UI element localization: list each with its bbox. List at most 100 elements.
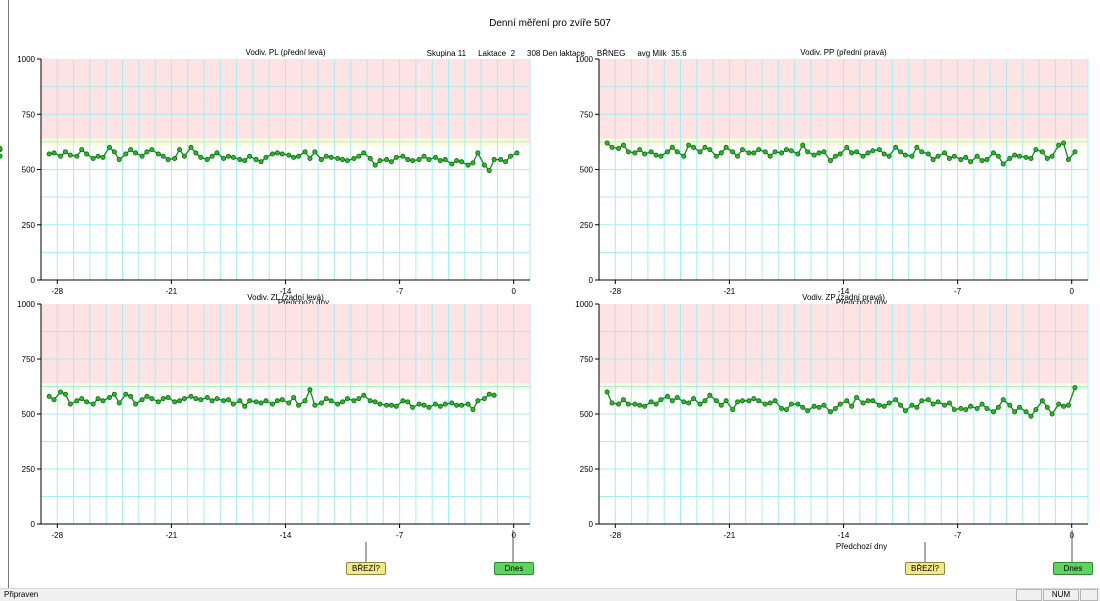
data-point (79, 396, 85, 402)
data-point (459, 402, 465, 408)
y-tick-label: 1000 (17, 300, 35, 309)
pregnancy-marker-badge-right[interactable]: BŘEZÍ? (905, 562, 945, 575)
data-point (340, 157, 346, 163)
data-point (449, 400, 455, 406)
data-point (225, 397, 231, 403)
data-point (805, 408, 811, 414)
data-point (990, 150, 996, 156)
data-point (237, 157, 243, 163)
data-point (925, 151, 931, 157)
data-point (377, 401, 383, 407)
y-tick-label: 0 (589, 520, 594, 529)
data-point (188, 144, 194, 150)
data-point (74, 398, 80, 404)
data-point (491, 157, 497, 163)
data-point (323, 396, 329, 402)
data-point (898, 402, 904, 408)
data-point (393, 154, 399, 160)
data-point (909, 402, 915, 408)
data-point (90, 401, 96, 407)
data-point (465, 162, 471, 168)
data-point (149, 396, 155, 402)
data-point (870, 398, 876, 404)
data-point (979, 401, 985, 407)
data-point (367, 398, 373, 404)
status-pane-empty (1016, 589, 1042, 601)
y-tick-label: 0 (31, 520, 36, 529)
data-point (805, 149, 811, 155)
data-point (707, 392, 713, 398)
data-point (674, 394, 680, 400)
x-tick-label: -28 (52, 531, 64, 540)
data-point (642, 151, 648, 157)
data-point (67, 401, 73, 407)
data-point (51, 150, 57, 156)
data-point (323, 153, 329, 159)
data-point (751, 150, 757, 156)
x-tick-label: -7 (396, 531, 404, 540)
data-point (67, 152, 73, 158)
pregnancy-marker-badge-left[interactable]: BŘEZÍ? (346, 562, 386, 575)
data-point (1028, 155, 1034, 161)
x-tick-label: -28 (52, 287, 64, 296)
data-point (816, 150, 822, 156)
data-point (193, 396, 199, 402)
data-point (860, 153, 866, 159)
status-pane-num: NUM (1043, 589, 1079, 601)
data-point (312, 402, 318, 408)
data-point (198, 397, 204, 403)
data-point (930, 157, 936, 163)
data-point (832, 405, 838, 411)
data-point (681, 153, 687, 159)
data-point (968, 403, 974, 409)
x-tick-label: -7 (396, 287, 404, 296)
data-point (177, 398, 183, 404)
data-point (437, 403, 443, 409)
data-point (925, 397, 931, 403)
data-point (263, 154, 269, 160)
data-point (811, 403, 817, 409)
data-point (302, 398, 308, 404)
chart-panel-1: 0 250 500 750 1000 -28 -21 -14 -7 0 Vodiv. PL (pře… (17, 48, 531, 307)
data-point (620, 397, 626, 403)
data-point (454, 402, 460, 408)
data-point (139, 397, 145, 403)
data-point (263, 398, 269, 404)
data-point (351, 155, 357, 161)
data-point (783, 407, 789, 413)
panel-title: Vodiv. ZL (zadní levá) (247, 293, 324, 302)
data-point (795, 401, 801, 407)
data-point (221, 155, 227, 161)
data-point (779, 150, 785, 156)
data-point (133, 401, 139, 407)
data-point (388, 402, 394, 408)
data-point (746, 398, 752, 404)
data-point (723, 398, 729, 404)
data-point (664, 149, 670, 155)
data-point (62, 149, 68, 155)
data-point (1033, 147, 1039, 153)
data-point (432, 154, 438, 160)
today-marker-badge-right[interactable]: Dnes (1053, 562, 1093, 575)
data-point (1061, 140, 1067, 146)
data-point (242, 403, 248, 409)
data-point (632, 401, 638, 407)
data-point (432, 401, 438, 407)
x-axis-label: Předchozí dny (836, 298, 887, 307)
data-point (296, 402, 302, 408)
data-point (963, 154, 969, 160)
data-point (247, 398, 253, 404)
x-tick-label: 0 (511, 287, 516, 296)
data-point (832, 153, 838, 159)
data-point (893, 144, 899, 150)
data-point (312, 149, 318, 155)
data-point (844, 398, 850, 404)
data-point (274, 398, 280, 404)
lactation-label: Laktace 2 (478, 49, 516, 58)
data-point (296, 153, 302, 159)
y-tick-label: 250 (580, 221, 594, 230)
today-marker-badge-left[interactable]: Dnes (494, 562, 534, 575)
data-point (881, 403, 887, 409)
data-point (1000, 161, 1006, 167)
